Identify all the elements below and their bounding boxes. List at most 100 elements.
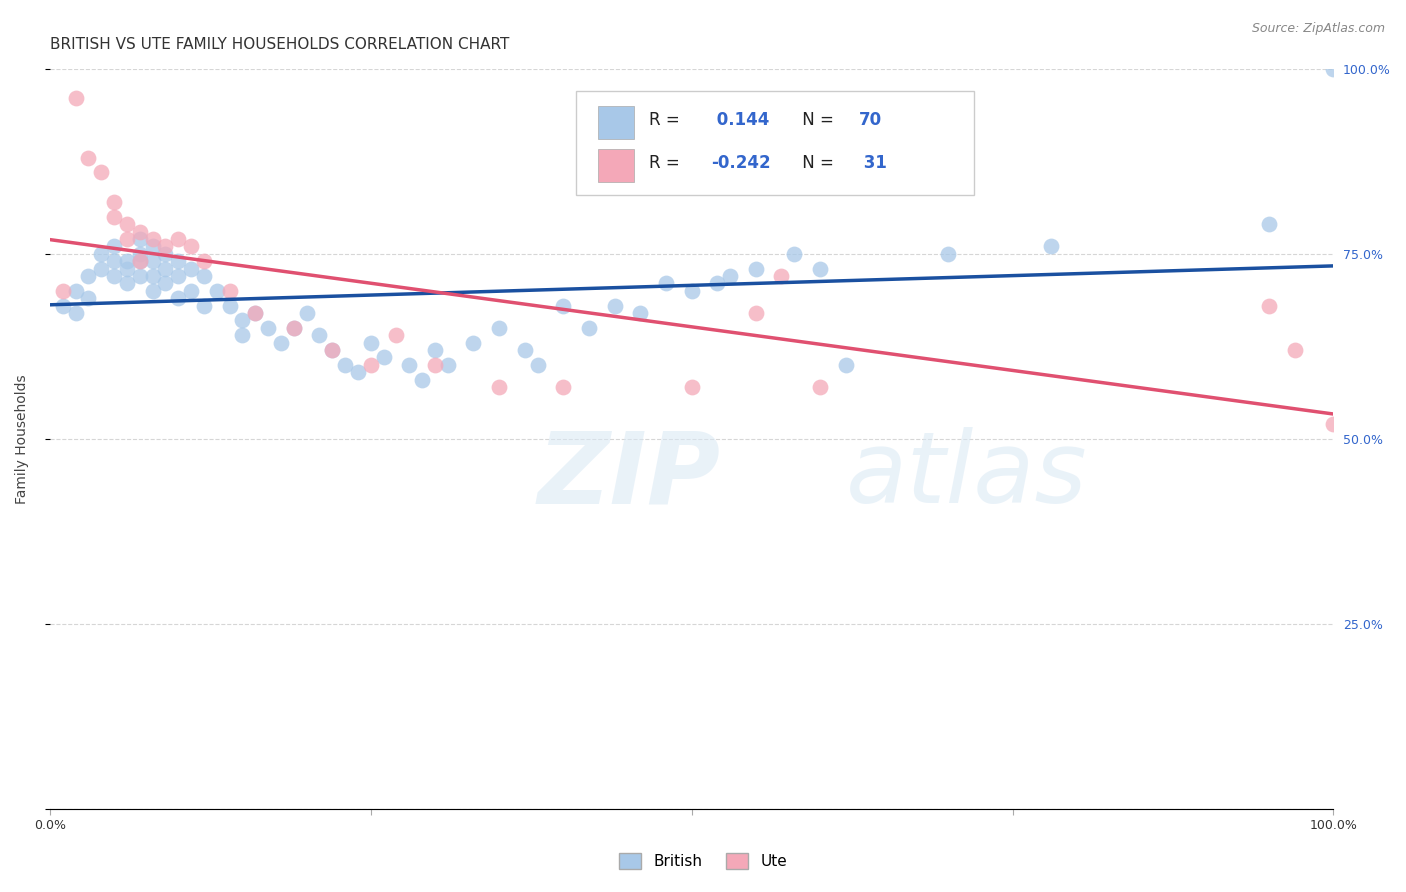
Point <box>423 343 446 357</box>
Point <box>128 225 150 239</box>
Point <box>167 268 190 283</box>
Point <box>1322 62 1344 76</box>
Point <box>103 254 125 268</box>
Point <box>411 373 433 387</box>
Point <box>770 268 793 283</box>
Point <box>655 277 678 291</box>
Point <box>603 299 626 313</box>
Point <box>77 151 100 165</box>
Point <box>423 358 446 372</box>
Point <box>115 277 138 291</box>
Point <box>193 299 215 313</box>
Point <box>436 358 458 372</box>
Point <box>193 268 215 283</box>
Point <box>180 261 202 276</box>
Point <box>77 268 100 283</box>
Point <box>463 335 485 350</box>
Point <box>141 239 163 253</box>
Point <box>283 321 305 335</box>
Point <box>128 254 150 268</box>
Y-axis label: Family Households: Family Households <box>15 374 30 504</box>
Point <box>141 254 163 268</box>
Point <box>681 380 703 394</box>
Point <box>834 358 856 372</box>
Point <box>245 306 267 320</box>
Text: BRITISH VS UTE FAMILY HOUSEHOLDS CORRELATION CHART: BRITISH VS UTE FAMILY HOUSEHOLDS CORRELA… <box>49 37 509 53</box>
Point <box>77 291 100 305</box>
Point <box>115 217 138 231</box>
Point <box>333 358 356 372</box>
Point <box>180 239 202 253</box>
Point <box>270 335 292 350</box>
Point <box>283 321 305 335</box>
Point <box>115 232 138 246</box>
FancyBboxPatch shape <box>598 149 634 182</box>
Point <box>231 328 253 343</box>
Legend: British, Ute: British, Ute <box>613 847 793 875</box>
Point <box>167 232 190 246</box>
Point <box>1258 217 1281 231</box>
Point <box>90 261 112 276</box>
Point <box>1040 239 1063 253</box>
Point <box>167 254 190 268</box>
Point <box>526 358 548 372</box>
Text: R =: R = <box>650 153 685 171</box>
Point <box>1284 343 1306 357</box>
Point <box>65 91 87 105</box>
Point <box>155 261 177 276</box>
Point <box>808 380 831 394</box>
Point <box>1258 299 1281 313</box>
Text: Source: ZipAtlas.com: Source: ZipAtlas.com <box>1251 22 1385 36</box>
Point <box>245 306 267 320</box>
Point <box>553 299 575 313</box>
Point <box>180 284 202 298</box>
Point <box>103 210 125 224</box>
Point <box>167 291 190 305</box>
Point <box>936 247 959 261</box>
Text: N =: N = <box>797 111 839 128</box>
Text: 70: 70 <box>859 111 882 128</box>
Point <box>257 321 280 335</box>
Point <box>52 299 75 313</box>
Point <box>373 351 395 365</box>
Point <box>141 284 163 298</box>
Point <box>155 247 177 261</box>
Text: 0.144: 0.144 <box>711 111 769 128</box>
Point <box>103 194 125 209</box>
Point <box>1322 417 1344 431</box>
Text: 31: 31 <box>859 153 887 171</box>
Point <box>718 268 741 283</box>
Text: N =: N = <box>797 153 839 171</box>
Point <box>295 306 318 320</box>
Point <box>155 239 177 253</box>
Point <box>681 284 703 298</box>
Point <box>360 358 382 372</box>
Point <box>155 277 177 291</box>
Point <box>141 268 163 283</box>
Point <box>115 261 138 276</box>
Point <box>745 261 768 276</box>
Point <box>103 239 125 253</box>
Point <box>745 306 768 320</box>
Point <box>218 299 240 313</box>
Point <box>128 247 150 261</box>
Point <box>308 328 330 343</box>
Point <box>205 284 228 298</box>
Point <box>488 321 510 335</box>
Text: R =: R = <box>650 111 685 128</box>
FancyBboxPatch shape <box>576 91 974 194</box>
Point <box>128 232 150 246</box>
Point <box>321 343 343 357</box>
Point <box>218 284 240 298</box>
Point <box>706 277 728 291</box>
Text: ZIP: ZIP <box>537 427 721 524</box>
Point <box>141 232 163 246</box>
Point <box>783 247 806 261</box>
Point <box>578 321 600 335</box>
Point <box>90 247 112 261</box>
Point <box>360 335 382 350</box>
Point <box>52 284 75 298</box>
Text: atlas: atlas <box>845 427 1087 524</box>
Point <box>65 284 87 298</box>
Point <box>65 306 87 320</box>
